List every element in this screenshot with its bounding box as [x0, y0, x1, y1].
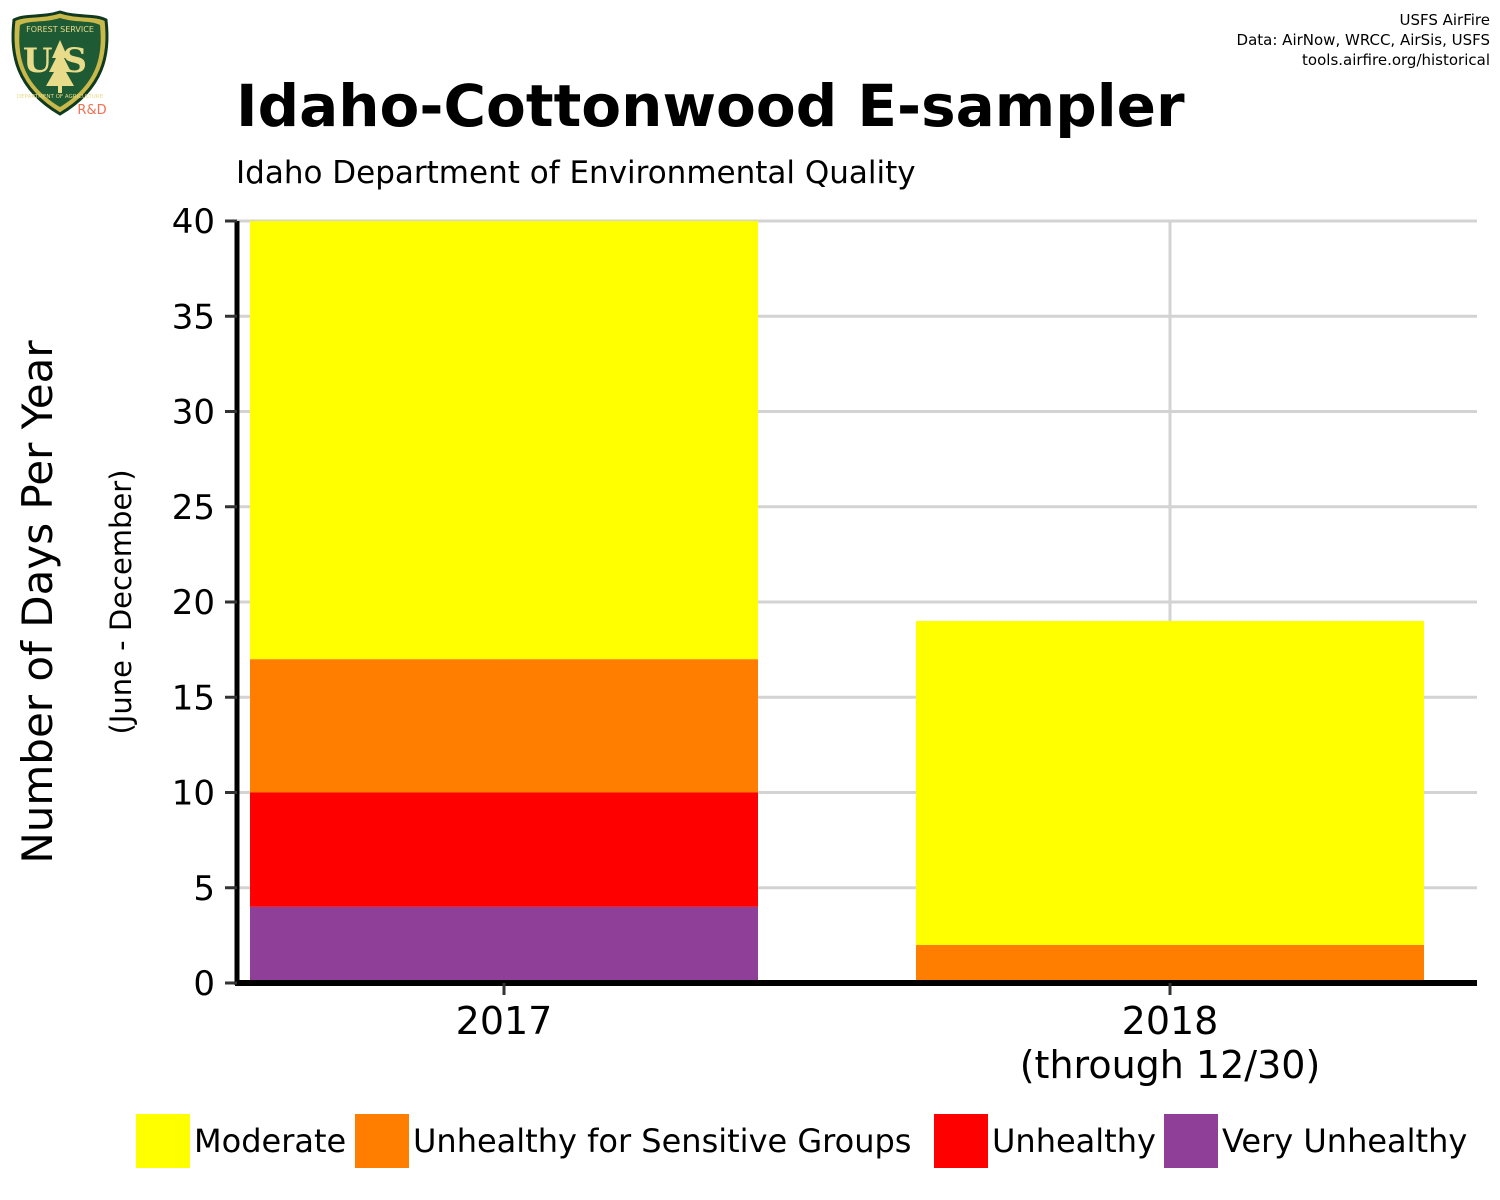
- chart-subtitle: Idaho Department of Environmental Qualit…: [236, 155, 916, 191]
- logo-rd-text: R&D: [77, 103, 106, 118]
- y-tick-label: 5: [193, 869, 215, 909]
- y-tick-label: 0: [193, 964, 215, 1004]
- y-axis-subtitle: (June - December): [104, 469, 138, 734]
- x-tick-label: 2017: [456, 999, 553, 1043]
- bar-segment-unhealthy-for-sensitive-groups: [916, 944, 1424, 983]
- y-tick-label: 35: [172, 297, 215, 337]
- logo-top-text: FOREST SERVICE: [26, 25, 94, 34]
- legend-swatch: [355, 1114, 409, 1168]
- credit-line: Data: AirNow, WRCC, AirSis, USFS: [1236, 31, 1490, 49]
- credit-block: USFS AirFire Data: AirNow, WRCC, AirSis,…: [1237, 10, 1490, 70]
- bar-segment-moderate: [250, 221, 758, 660]
- legend-swatch: [1164, 1114, 1218, 1168]
- y-tick-label: 20: [172, 583, 215, 623]
- bar-segment-unhealthy: [250, 792, 758, 907]
- y-tick-label: 10: [172, 774, 215, 814]
- y-tick-label: 30: [172, 393, 215, 433]
- logo-bottom-text: DEPARTMENT OF AGRICULTURE: [17, 94, 104, 100]
- legend-label: Moderate: [194, 1122, 346, 1160]
- bar-segment-unhealthy-for-sensitive-groups: [250, 659, 758, 793]
- bar-segment-moderate: [916, 621, 1424, 945]
- y-tick-label: 40: [172, 202, 215, 242]
- y-tick-label: 15: [172, 678, 215, 718]
- bar-segment-very-unhealthy: [250, 906, 758, 983]
- chart-title: Idaho-Cottonwood E-sampler: [236, 72, 1185, 140]
- credit-line: tools.airfire.org/historical: [1302, 51, 1490, 69]
- y-axis-title: Number of Days Per Year: [13, 340, 62, 864]
- x-tick-label: 2018: [1122, 999, 1219, 1043]
- legend-label: Unhealthy for Sensitive Groups: [413, 1122, 911, 1160]
- x-tick-label: (through 12/30): [1020, 1043, 1321, 1087]
- y-tick-label: 25: [172, 488, 215, 528]
- tree-icon: [46, 40, 74, 86]
- legend-swatch: [934, 1114, 988, 1168]
- credit-line: USFS AirFire: [1399, 11, 1490, 29]
- legend-swatch: [136, 1114, 190, 1168]
- usfs-shield-logo: FOREST SERVICE US DEPARTMENT OF AGRICULT…: [11, 10, 109, 118]
- legend-label: Very Unhealthy: [1222, 1122, 1467, 1160]
- legend-label: Unhealthy: [992, 1122, 1156, 1160]
